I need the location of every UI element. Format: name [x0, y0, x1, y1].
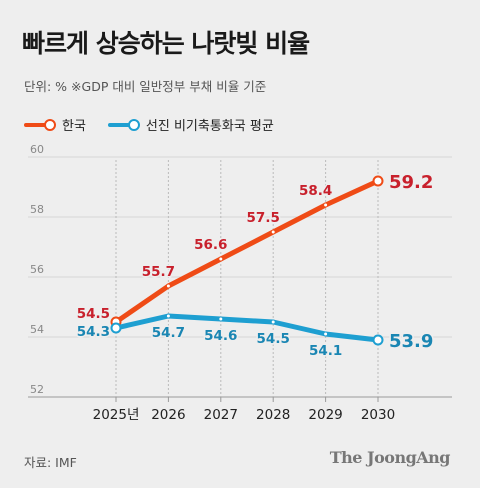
series-1-point-1 [165, 313, 171, 319]
series-1-value-label-5: 53.9 [389, 331, 433, 352]
series-0-value-label-1: 55.7 [142, 264, 175, 280]
series-1-value-label-2: 54.6 [204, 328, 237, 344]
series-0-point-3 [270, 229, 276, 235]
x-tick-label-3: 2028 [256, 407, 290, 423]
series-0-value-label-5: 59.2 [389, 172, 433, 193]
series-0-point-2 [218, 256, 224, 262]
legend-label-korea: 한국 [62, 119, 86, 134]
x-tick-label-2: 2027 [204, 407, 238, 423]
series-1-value-label-1: 54.7 [152, 325, 185, 341]
source-note: 자료: IMF [24, 455, 77, 470]
series-1-point-4 [323, 331, 329, 337]
legend: 한국 선진 비기축통화국 평균 [24, 115, 296, 134]
y-tick-label-54: 54 [30, 323, 44, 336]
y-tick-label-58: 58 [30, 203, 44, 216]
joongang-logo: The JoongAng [329, 448, 451, 467]
legend-label-advanced: 선진 비기축통화국 평균 [145, 119, 274, 134]
series-1-point-3 [270, 319, 276, 325]
legend-item-advanced: 선진 비기축통화국 평균 [107, 115, 274, 134]
series-1-value-label-4: 54.1 [309, 343, 342, 359]
y-tick-label-60: 60 [30, 143, 44, 156]
x-tick-label-5: 2030 [361, 407, 395, 423]
series-1-point-5 [372, 334, 384, 346]
chart-title: 빠르게 상승하는 나랏빚 비율 [22, 29, 310, 58]
series-1-point-2 [218, 316, 224, 322]
x-tick-label-0: 2025년 [93, 407, 140, 423]
series-0-value-label-0: 54.5 [77, 306, 110, 322]
y-tick-label-52: 52 [30, 383, 44, 396]
x-tick-label-4: 2029 [308, 407, 342, 423]
series-0-point-1 [165, 283, 171, 289]
series-0-point-5 [372, 175, 384, 187]
series-0-value-label-4: 58.4 [299, 183, 332, 199]
series-1-point-0 [110, 322, 122, 334]
series-0-value-label-3: 57.5 [247, 210, 280, 226]
legend-swatch-advanced [107, 118, 140, 131]
unit-note: 단위: % ※GDP 대비 일반정부 부채 비율 기준 [24, 79, 267, 94]
legend-item-korea: 한국 [24, 115, 86, 134]
y-tick-label-56: 56 [30, 263, 44, 276]
series-0-value-label-2: 56.6 [194, 237, 227, 253]
series-0-point-4 [323, 202, 329, 208]
x-tick-label-1: 2026 [151, 407, 185, 423]
series-line-0 [113, 178, 381, 325]
series-1-value-label-0: 54.3 [77, 324, 110, 340]
series-line-1 [113, 313, 381, 343]
series-1-value-label-3: 54.5 [257, 331, 290, 347]
legend-swatch-korea [24, 118, 56, 131]
